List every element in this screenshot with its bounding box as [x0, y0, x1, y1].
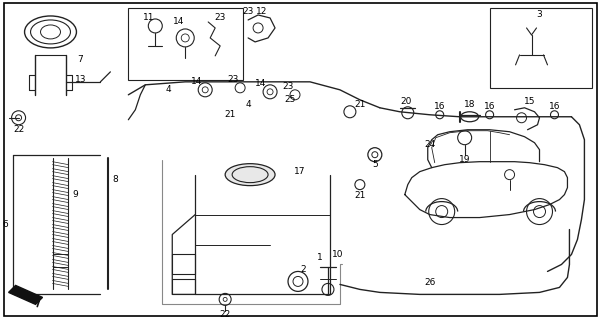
Polygon shape — [8, 285, 43, 304]
Text: 11: 11 — [142, 13, 154, 22]
Text: 21: 21 — [354, 100, 365, 109]
Text: 3: 3 — [537, 11, 542, 20]
Text: 16: 16 — [434, 102, 445, 111]
Text: 4: 4 — [165, 85, 171, 94]
Text: 23: 23 — [215, 13, 226, 22]
Text: 6: 6 — [3, 220, 8, 229]
Text: 2: 2 — [300, 265, 306, 274]
Text: 23: 23 — [242, 7, 254, 16]
Text: 10: 10 — [332, 250, 344, 259]
Text: 18: 18 — [464, 100, 475, 109]
Text: 24: 24 — [424, 140, 435, 149]
Text: 13: 13 — [75, 75, 86, 84]
Text: 19: 19 — [459, 155, 471, 164]
Bar — [129, 8, 243, 80]
Text: 17: 17 — [294, 167, 306, 176]
Bar — [172, 279, 195, 294]
Text: FR.: FR. — [10, 290, 28, 305]
Text: 16: 16 — [484, 102, 495, 111]
Text: 25: 25 — [284, 95, 296, 104]
Text: 1: 1 — [317, 253, 323, 262]
Bar — [490, 8, 593, 88]
Text: 4: 4 — [245, 100, 251, 109]
Text: 16: 16 — [549, 102, 560, 111]
Text: 22: 22 — [219, 310, 231, 319]
Bar — [172, 254, 195, 275]
Text: 9: 9 — [73, 190, 78, 199]
Ellipse shape — [225, 164, 275, 186]
Text: 22: 22 — [13, 125, 24, 134]
Text: 7: 7 — [78, 55, 84, 64]
Text: 26: 26 — [424, 278, 435, 287]
Text: 21: 21 — [224, 110, 236, 119]
Text: 23: 23 — [227, 75, 239, 84]
Text: 14: 14 — [191, 77, 202, 86]
Text: 8: 8 — [112, 175, 118, 184]
Text: 15: 15 — [524, 97, 535, 106]
Text: 5: 5 — [372, 160, 377, 169]
Text: 14: 14 — [255, 79, 267, 88]
Text: 23: 23 — [282, 82, 294, 91]
Text: 14: 14 — [172, 18, 184, 27]
Text: 20: 20 — [400, 97, 412, 106]
Text: 21: 21 — [354, 191, 365, 200]
Text: 12: 12 — [257, 7, 268, 16]
